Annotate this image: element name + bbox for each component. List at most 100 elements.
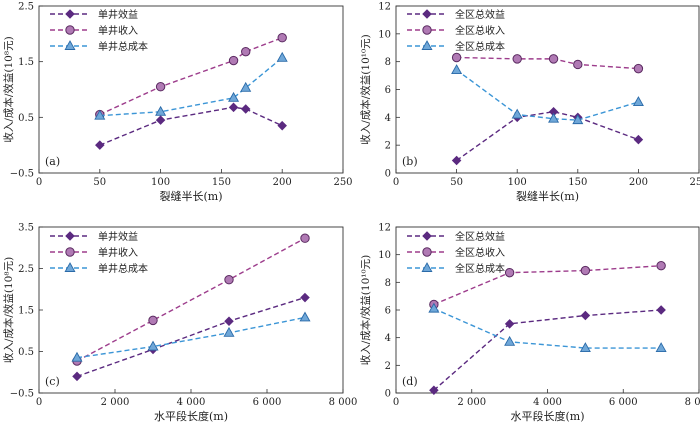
data-point-profit bbox=[580, 310, 591, 321]
data-point-cost bbox=[155, 105, 167, 116]
legend-label: 全区总效益 bbox=[455, 230, 505, 243]
y-tick-label: 0.5 bbox=[18, 113, 34, 124]
data-point-cost bbox=[228, 91, 240, 102]
series-line-cost bbox=[99, 57, 283, 117]
series-line-cost bbox=[76, 316, 306, 359]
series-line-cost bbox=[456, 69, 639, 121]
data-point-income bbox=[580, 265, 591, 276]
x-tick-label: 0 bbox=[393, 397, 399, 408]
legend-marker-income bbox=[422, 247, 432, 257]
x-tick-label: 2 000 bbox=[457, 397, 486, 408]
y-tick-label: 4 bbox=[385, 113, 391, 124]
legend-marker-profit bbox=[422, 9, 432, 19]
x-axis-label: 裂缝半长(m) bbox=[516, 189, 579, 203]
data-point-profit bbox=[72, 371, 82, 382]
panel-label: (a) bbox=[45, 155, 60, 168]
y-tick-label: 2 bbox=[385, 361, 391, 372]
y-tick-label: 0.5 bbox=[18, 347, 34, 358]
y-tick-label: 12 bbox=[378, 223, 391, 234]
x-axis-label: 水平段长度(m) bbox=[154, 409, 228, 423]
y-axis-label: 收入/成本/效益(10¹⁰元) bbox=[359, 34, 372, 145]
x-tick-label: 0 bbox=[36, 397, 42, 408]
data-point-income bbox=[148, 315, 158, 326]
data-point-income bbox=[451, 52, 462, 63]
x-tick-label: 0 bbox=[393, 177, 399, 188]
y-axis-label: 收入/成本/效益(10⁸元) bbox=[2, 36, 15, 142]
data-point-income bbox=[512, 54, 522, 64]
legend-marker-profit bbox=[65, 231, 75, 241]
legend-marker-cost bbox=[421, 40, 433, 50]
x-tick-label: 200 bbox=[273, 177, 292, 188]
legend-label: 单井收入 bbox=[98, 24, 138, 37]
y-tick-label: 0 bbox=[385, 169, 391, 180]
data-point-cost bbox=[71, 351, 83, 362]
data-point-cost bbox=[632, 96, 644, 106]
x-tick-label: 150 bbox=[568, 177, 587, 188]
data-point-cost bbox=[94, 109, 106, 120]
series-line-profit bbox=[76, 296, 306, 378]
data-point-cost bbox=[451, 64, 463, 74]
y-tick-label: −0.5 bbox=[10, 169, 34, 180]
data-point-income bbox=[573, 59, 583, 70]
panel-c: 0 2 000 4 000 6 000 8 000 −0.5 0.5 1.5 2.5 3.5 水平段… bbox=[2, 223, 357, 424]
x-tick-label: 6 000 bbox=[253, 397, 282, 408]
x-tick-label: 0 bbox=[36, 177, 42, 188]
legend-label: 全区总收入 bbox=[455, 246, 505, 259]
data-point-cost bbox=[572, 114, 584, 125]
y-tick-label: 2.5 bbox=[18, 2, 34, 13]
data-point-profit bbox=[277, 120, 287, 131]
series-line-income bbox=[456, 56, 639, 70]
y-tick-label: 4 bbox=[385, 333, 391, 344]
data-point-cost bbox=[223, 326, 235, 337]
data-point-cost bbox=[276, 51, 288, 62]
y-tick-label: 0 bbox=[385, 389, 391, 400]
y-tick-label: −0.5 bbox=[10, 389, 34, 400]
legend-label: 单井效益 bbox=[98, 230, 138, 243]
x-tick-label: 4 000 bbox=[533, 397, 562, 408]
data-point-cost bbox=[655, 342, 667, 352]
x-axis-label: 水平段长度(m) bbox=[510, 409, 584, 423]
data-point-profit bbox=[300, 292, 310, 303]
panel-d: 0 2 000 4 000 6 000 8 000 0 2 4 6 8 10 12 水平段长度(m) 收入… bbox=[359, 223, 700, 424]
legend-label: 单井总成本 bbox=[98, 40, 148, 53]
series-line-profit bbox=[456, 111, 639, 162]
panel-a: 0 50 100 150 200 250 −0.5 0.5 1.5 2.5 裂缝半长(m) 收入/成本… bbox=[2, 2, 353, 204]
plot-frame bbox=[395, 5, 700, 174]
y-tick-label: 1.5 bbox=[18, 57, 34, 68]
series-line-income bbox=[433, 265, 662, 306]
legend-marker-cost bbox=[421, 262, 433, 272]
legend-label: 单井效益 bbox=[98, 8, 138, 21]
data-point-income bbox=[155, 82, 166, 92]
data-point-profit bbox=[633, 134, 644, 145]
data-point-income bbox=[300, 233, 310, 243]
legend-marker-profit bbox=[65, 9, 75, 19]
y-tick-label: 10 bbox=[378, 250, 391, 261]
data-point-profit bbox=[656, 305, 666, 315]
x-axis-label: 裂缝半长(m) bbox=[159, 189, 222, 203]
y-axis-label: 收入/成本/效益(10¹⁰元) bbox=[359, 255, 372, 366]
data-point-income bbox=[504, 267, 515, 278]
y-axis-label: 收入/成本/效益(10⁸元) bbox=[2, 257, 15, 363]
panel-label: (d) bbox=[402, 375, 418, 388]
data-point-income bbox=[277, 33, 287, 43]
data-point-cost bbox=[579, 342, 591, 352]
data-point-cost bbox=[240, 81, 252, 92]
data-point-profit bbox=[224, 316, 234, 326]
x-tick-label: 50 bbox=[450, 177, 463, 188]
y-tick-label: 2.5 bbox=[18, 264, 34, 275]
y-tick-label: 6 bbox=[385, 306, 391, 317]
x-tick-label: 250 bbox=[689, 177, 700, 188]
data-point-income bbox=[633, 63, 644, 74]
y-tick-label: 2 bbox=[385, 141, 391, 152]
data-point-income bbox=[656, 261, 666, 271]
y-tick-label: 8 bbox=[385, 57, 391, 68]
data-point-profit bbox=[429, 385, 439, 395]
series-line-profit bbox=[433, 309, 662, 391]
data-point-cost bbox=[147, 340, 159, 351]
data-point-cost bbox=[511, 108, 523, 119]
y-tick-label: 6 bbox=[385, 85, 391, 96]
data-point-profit bbox=[228, 102, 239, 113]
series-line-profit bbox=[99, 106, 283, 146]
legend-label: 全区总效益 bbox=[455, 8, 505, 21]
